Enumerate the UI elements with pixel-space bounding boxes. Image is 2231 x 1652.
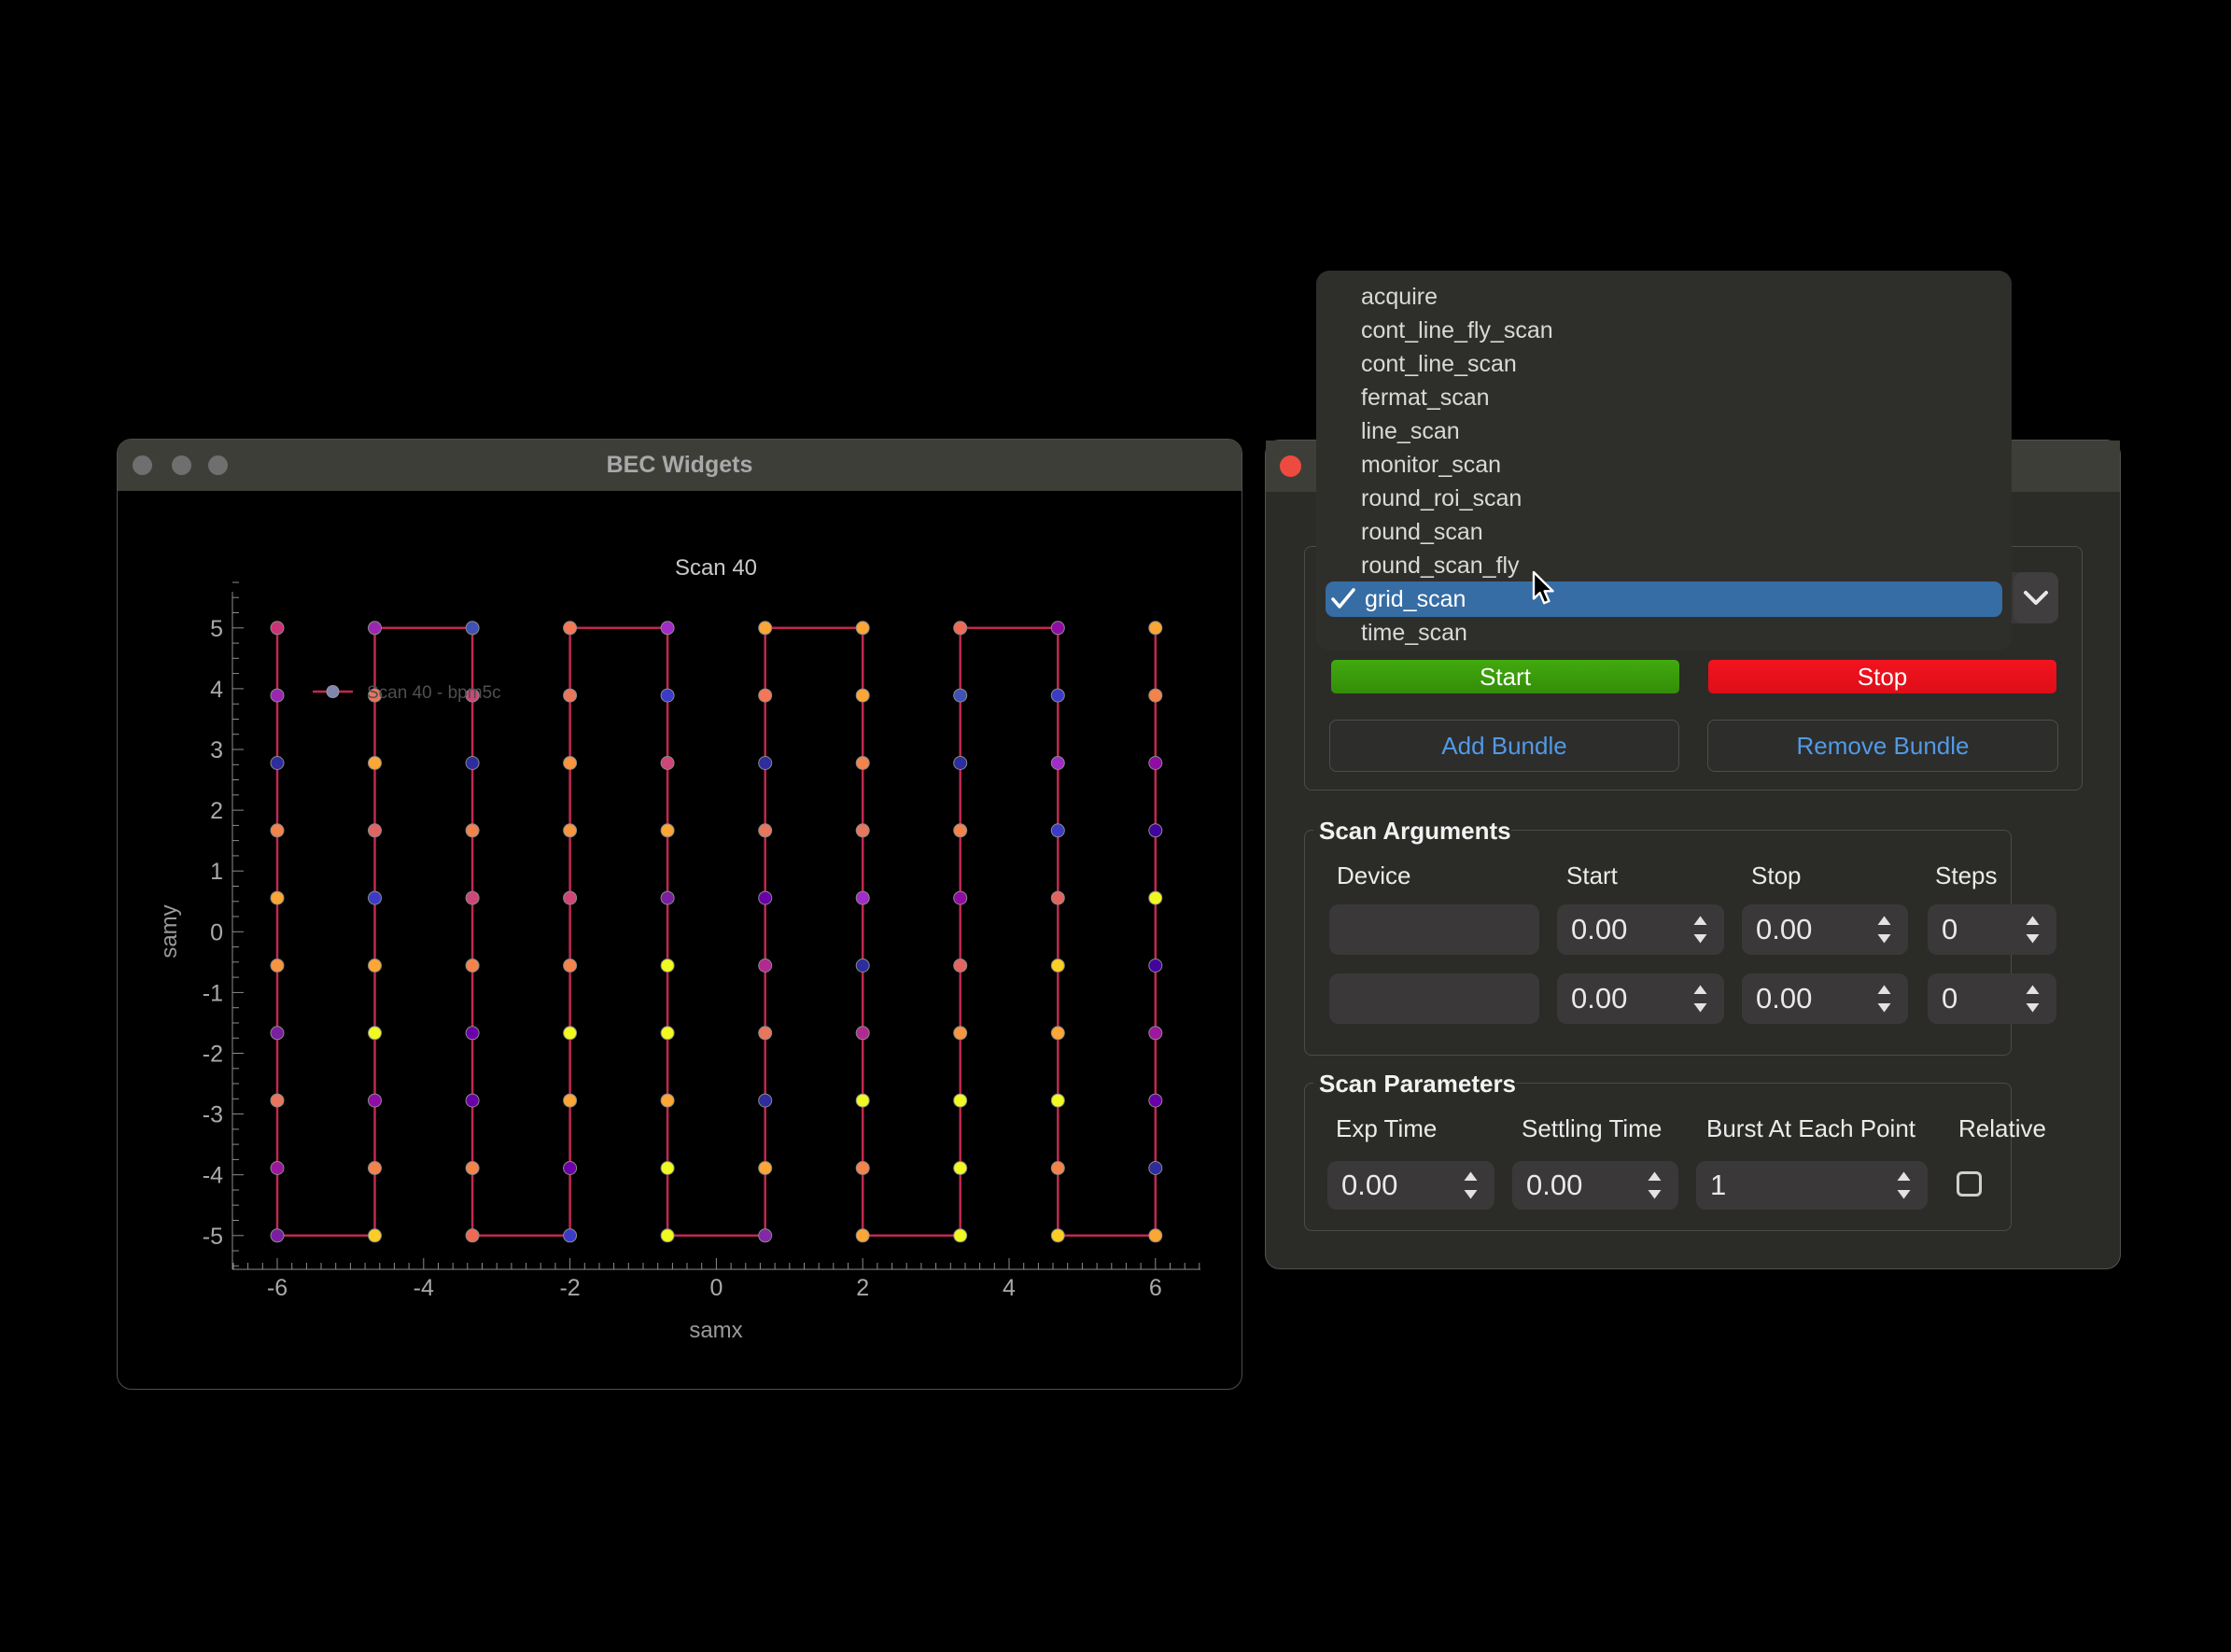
svg-text:2: 2	[856, 1275, 869, 1301]
svg-text:0: 0	[210, 919, 223, 945]
svg-text:-2: -2	[203, 1042, 223, 1068]
svg-text:samy: samy	[157, 904, 182, 958]
svg-text:Scan 40: Scan 40	[675, 555, 757, 581]
svg-text:samx: samx	[689, 1318, 742, 1343]
svg-text:2: 2	[210, 798, 223, 824]
svg-text:-6: -6	[267, 1275, 288, 1301]
svg-text:-2: -2	[559, 1275, 580, 1301]
svg-text:6: 6	[1149, 1275, 1162, 1301]
svg-text:1: 1	[210, 859, 223, 885]
svg-text:Scan 40 - bpm5c: Scan 40 - bpm5c	[367, 683, 501, 703]
svg-text:4: 4	[1003, 1275, 1016, 1301]
svg-text:-1: -1	[203, 980, 223, 1006]
svg-text:4: 4	[210, 677, 223, 703]
svg-text:-4: -4	[414, 1275, 434, 1301]
svg-text:-4: -4	[203, 1163, 223, 1189]
svg-text:3: 3	[210, 737, 223, 763]
svg-text:0: 0	[709, 1275, 723, 1301]
svg-text:-3: -3	[203, 1102, 223, 1128]
svg-text:5: 5	[210, 616, 223, 642]
svg-text:-5: -5	[203, 1224, 223, 1250]
